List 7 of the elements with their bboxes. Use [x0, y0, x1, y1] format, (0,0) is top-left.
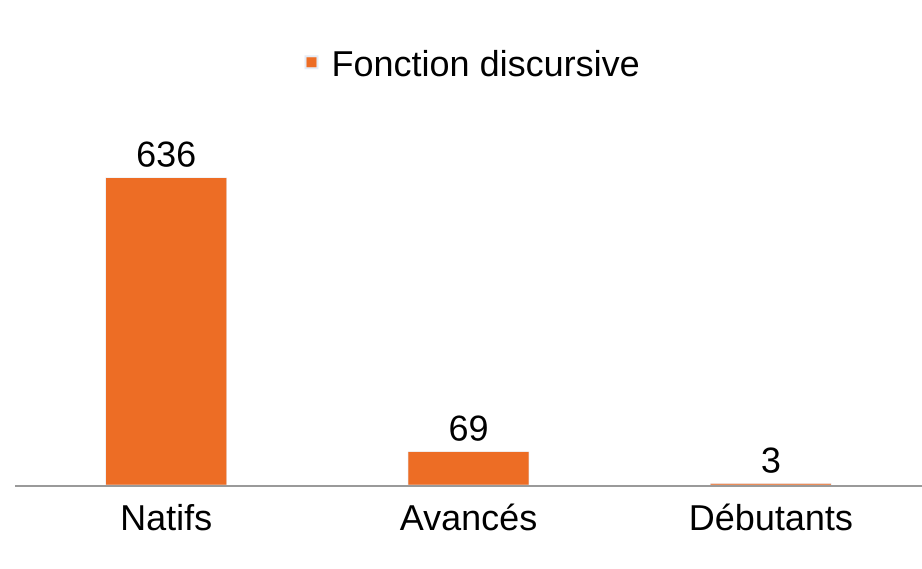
data-label: 69 [448, 408, 489, 449]
x-tick-label: Débutants [688, 497, 853, 538]
legend-label: Fonction discursive [332, 43, 640, 84]
data-label: 636 [136, 134, 196, 175]
data-label: 3 [760, 440, 781, 481]
x-tick-label: Avancés [400, 497, 538, 538]
x-tick-label: Natifs [120, 497, 212, 538]
